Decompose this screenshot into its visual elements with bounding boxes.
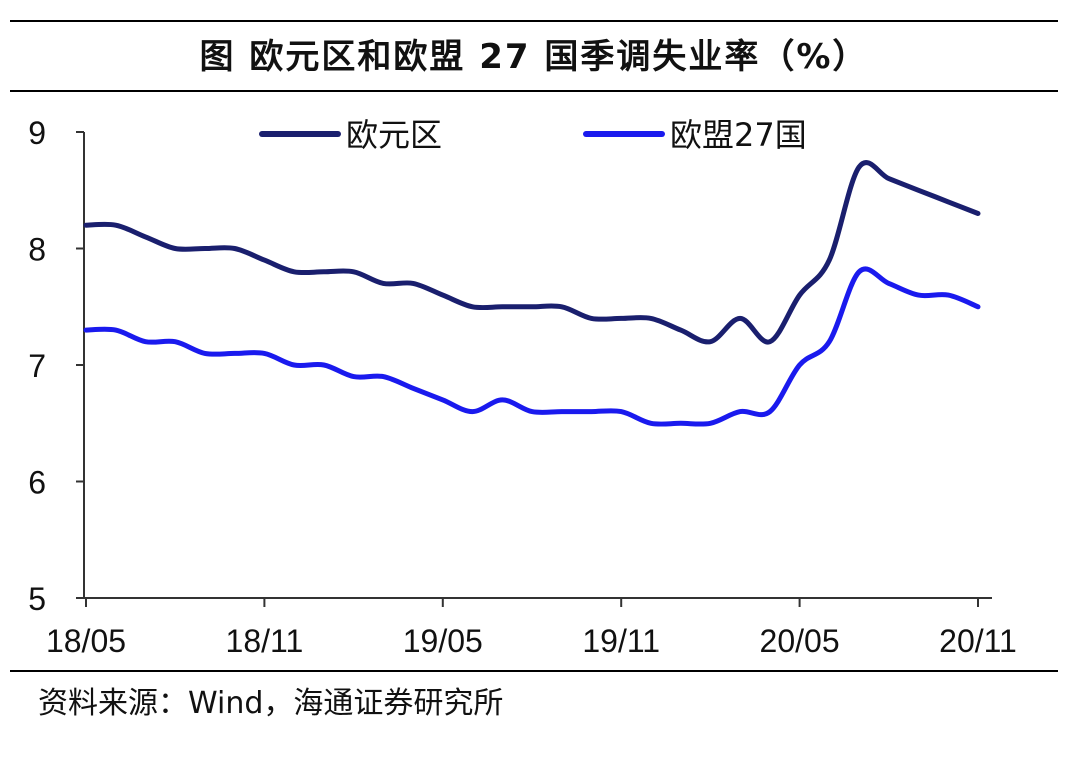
y-tick-label: 8 bbox=[28, 232, 46, 268]
series-line-eu27 bbox=[83, 266, 981, 427]
title-rule bbox=[10, 90, 1058, 92]
y-tick-label: 7 bbox=[28, 348, 46, 384]
x-tick-label: 20/11 bbox=[939, 623, 1017, 659]
bottom-rule bbox=[10, 670, 1058, 672]
legend-label: 欧元区 bbox=[346, 116, 442, 154]
x-tick-label: 18/11 bbox=[226, 623, 304, 659]
x-tick-label: 18/05 bbox=[46, 623, 126, 659]
x-tick-label: 19/11 bbox=[582, 623, 660, 659]
top-rule bbox=[10, 20, 1058, 22]
source-note: 资料来源：Wind，海通证券研究所 bbox=[38, 686, 504, 721]
unemployment-line-chart: 5 6 7 8 9 18/05 18/11 19/05 19/11 20/05 20/11 欧元区 欧盟… bbox=[28, 115, 1017, 659]
y-tick-label: 9 bbox=[28, 115, 46, 151]
y-tick-label: 5 bbox=[28, 581, 46, 617]
legend-label: 欧盟27国 bbox=[670, 116, 807, 154]
y-tick-label: 6 bbox=[28, 465, 46, 501]
figure-title: 图 欧元区和欧盟 27 国季调失业率（%） bbox=[199, 37, 869, 77]
series-line-euro-area bbox=[83, 160, 981, 345]
x-tick-label: 19/05 bbox=[403, 623, 483, 659]
x-tick-label: 20/05 bbox=[760, 623, 840, 659]
